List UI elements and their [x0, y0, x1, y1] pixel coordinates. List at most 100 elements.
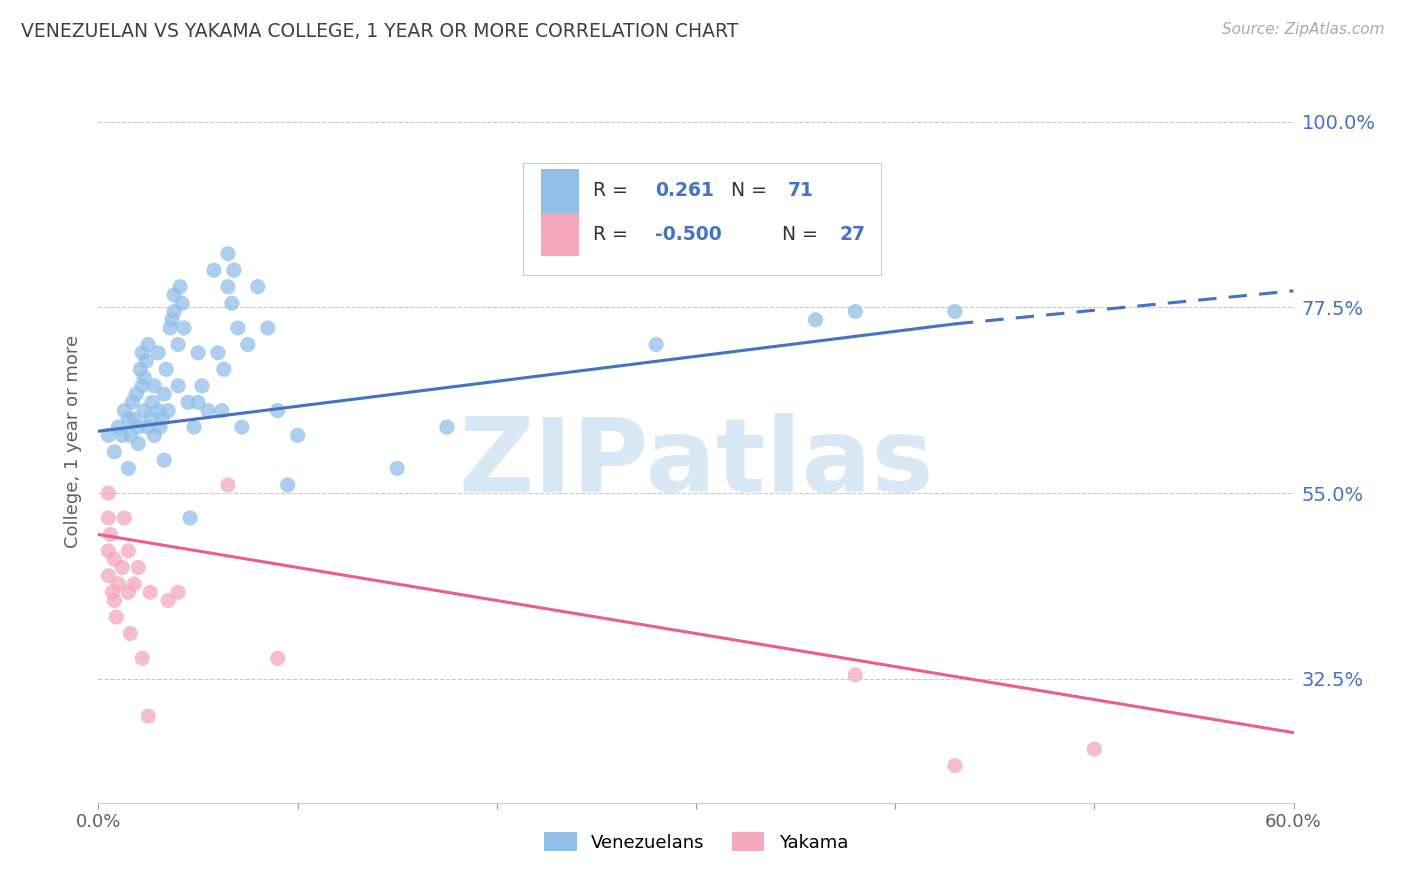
- Point: [149, 420, 172, 434]
- Point: [134, 403, 156, 417]
- FancyBboxPatch shape: [523, 163, 882, 276]
- Point: [112, 403, 135, 417]
- Point: [163, 288, 186, 302]
- Text: R =: R =: [593, 181, 634, 201]
- FancyBboxPatch shape: [541, 169, 579, 212]
- Point: [111, 428, 134, 442]
- Point: [101, 585, 124, 599]
- Point: [155, 362, 177, 376]
- Point: [943, 304, 966, 318]
- Point: [136, 709, 159, 723]
- Point: [153, 453, 176, 467]
- Point: [183, 420, 205, 434]
- Point: [139, 412, 162, 426]
- Point: [645, 337, 668, 351]
- Point: [127, 420, 149, 434]
- Text: -0.500: -0.500: [655, 225, 723, 244]
- Point: [120, 428, 142, 442]
- Point: [173, 321, 195, 335]
- Point: [97, 568, 120, 582]
- Point: [135, 354, 157, 368]
- Point: [231, 420, 253, 434]
- Legend: Venezuelans, Yakama: Venezuelans, Yakama: [537, 824, 855, 859]
- Point: [148, 403, 170, 417]
- Point: [256, 321, 278, 335]
- Point: [103, 552, 125, 566]
- Point: [167, 379, 190, 393]
- Point: [385, 461, 409, 475]
- Point: [207, 345, 229, 359]
- Point: [105, 610, 128, 624]
- Point: [287, 428, 309, 442]
- Point: [211, 403, 233, 417]
- Point: [136, 337, 159, 351]
- Point: [127, 560, 149, 574]
- Point: [167, 337, 190, 351]
- Point: [179, 511, 201, 525]
- Point: [136, 420, 159, 434]
- Point: [117, 585, 139, 599]
- Point: [121, 395, 143, 409]
- Point: [148, 345, 170, 359]
- Point: [167, 585, 190, 599]
- Point: [97, 511, 120, 525]
- Point: [97, 428, 120, 442]
- Text: 71: 71: [787, 181, 814, 201]
- Point: [187, 395, 209, 409]
- Point: [124, 412, 146, 426]
- Point: [163, 304, 186, 318]
- Point: [197, 403, 219, 417]
- Point: [221, 296, 243, 310]
- Point: [844, 668, 866, 682]
- Point: [267, 651, 290, 665]
- Point: [139, 585, 162, 599]
- Point: [143, 428, 166, 442]
- Text: Source: ZipAtlas.com: Source: ZipAtlas.com: [1222, 22, 1385, 37]
- Point: [159, 321, 181, 335]
- Point: [1083, 742, 1105, 756]
- Point: [117, 461, 139, 475]
- Text: 27: 27: [839, 225, 865, 244]
- Point: [103, 593, 125, 607]
- Point: [111, 560, 134, 574]
- Point: [153, 387, 176, 401]
- Point: [844, 304, 866, 318]
- Point: [97, 544, 120, 558]
- Point: [131, 379, 153, 393]
- Point: [124, 577, 146, 591]
- Point: [226, 321, 249, 335]
- Point: [187, 345, 209, 359]
- Point: [172, 296, 194, 310]
- Point: [804, 312, 827, 326]
- Point: [134, 370, 156, 384]
- Point: [112, 511, 135, 525]
- Point: [157, 593, 180, 607]
- Point: [97, 486, 120, 500]
- Point: [217, 279, 239, 293]
- FancyBboxPatch shape: [541, 212, 579, 256]
- Y-axis label: College, 1 year or more: College, 1 year or more: [65, 335, 83, 548]
- Point: [125, 387, 148, 401]
- Text: 0.261: 0.261: [655, 181, 714, 201]
- Point: [202, 263, 225, 277]
- Point: [236, 337, 259, 351]
- Point: [436, 420, 458, 434]
- Point: [103, 445, 125, 459]
- Point: [157, 403, 180, 417]
- Point: [191, 379, 214, 393]
- Point: [160, 312, 183, 326]
- Point: [107, 420, 129, 434]
- Point: [131, 651, 153, 665]
- Point: [267, 403, 290, 417]
- Point: [169, 279, 191, 293]
- Point: [217, 246, 239, 260]
- Text: N =: N =: [731, 181, 772, 201]
- Point: [212, 362, 235, 376]
- Point: [246, 279, 269, 293]
- Point: [177, 395, 200, 409]
- Point: [277, 478, 299, 492]
- Point: [98, 527, 122, 541]
- Text: ZIPatlas: ZIPatlas: [458, 413, 934, 514]
- Point: [141, 395, 163, 409]
- Point: [127, 436, 149, 450]
